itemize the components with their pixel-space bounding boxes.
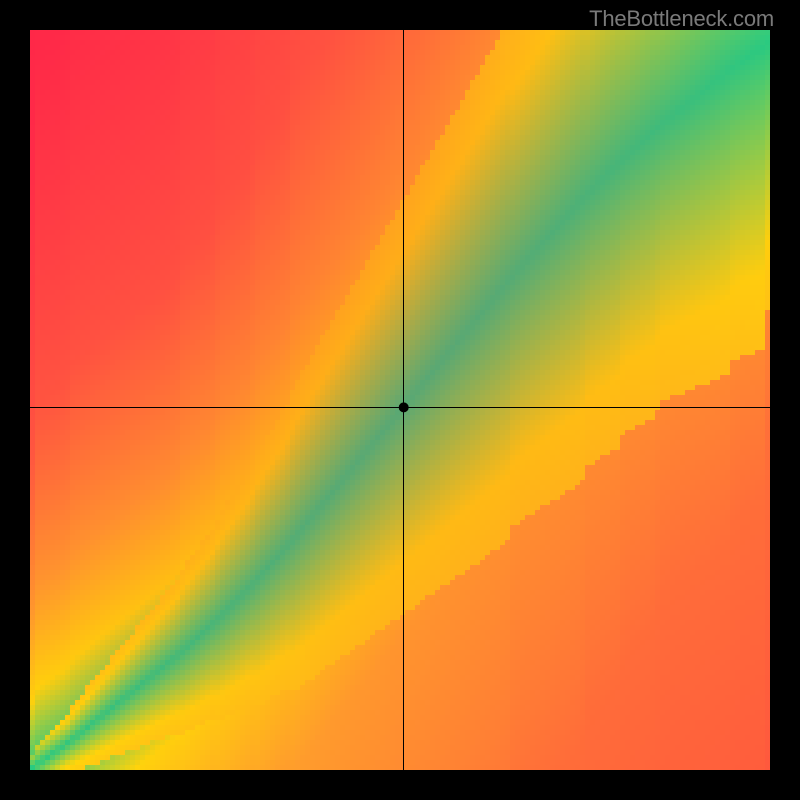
watermark-text: TheBottleneck.com (589, 6, 774, 32)
chart-container: TheBottleneck.com (0, 0, 800, 800)
heatmap-plot (30, 30, 770, 770)
marker-dot (399, 402, 409, 412)
marker-layer (30, 30, 770, 770)
